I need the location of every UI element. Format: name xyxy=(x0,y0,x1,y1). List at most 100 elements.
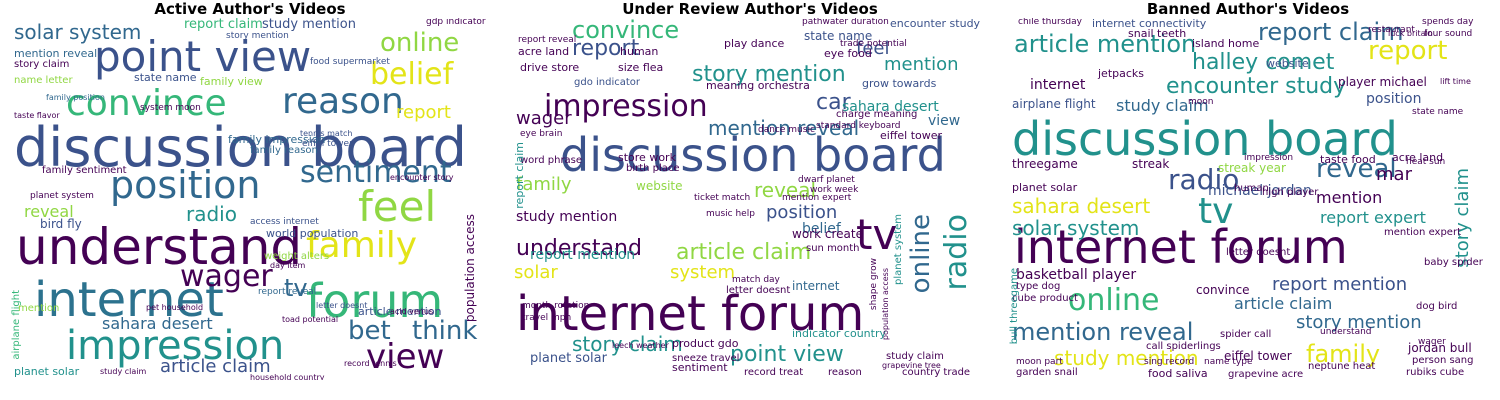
cloud-word: system moon xyxy=(140,103,201,113)
cloud-word: wager xyxy=(180,259,273,294)
cloud-word: population access xyxy=(463,214,477,323)
cloud-word: baby spider xyxy=(1424,257,1483,268)
cloud-word: product gdo xyxy=(672,337,739,350)
cloud-word: leech weather xyxy=(612,341,669,350)
cloud-word: call spiderlings xyxy=(1146,341,1221,352)
cloud-word: radio xyxy=(186,202,237,226)
cloud-word: position xyxy=(1366,91,1422,107)
cloud-word: spider call xyxy=(1220,329,1272,340)
panel-title: Active Author's Videos xyxy=(154,0,346,18)
cloud-word: position xyxy=(766,202,838,223)
cloud-word: report claim xyxy=(184,18,263,32)
cloud-word: study claim xyxy=(1116,96,1209,115)
cloud-word: mar xyxy=(1376,164,1412,185)
cloud-word: report reveal xyxy=(258,287,317,297)
cloud-word: restaurant xyxy=(1368,25,1415,35)
cloud-word: charge meaning xyxy=(836,109,918,120)
cloud-word: high player xyxy=(1262,187,1319,198)
cloud-word: online xyxy=(906,214,936,294)
wordcloud-panel-active: Active Author's Videos discussion board … xyxy=(10,0,490,400)
cloud-word: music help xyxy=(706,209,755,219)
cloud-word: airplane flight xyxy=(11,290,22,360)
cloud-word: view xyxy=(928,113,961,129)
cloud-word: mention xyxy=(1316,188,1383,207)
cloud-word: report mention xyxy=(530,247,636,263)
cloud-word: view xyxy=(366,337,445,377)
cloud-word: dance music xyxy=(758,125,815,135)
cloud-word: sahara desert xyxy=(102,314,213,333)
cloud-word: tv xyxy=(1198,191,1234,232)
cloud-word: person sang xyxy=(1412,355,1474,366)
cloud-word: article claim xyxy=(1234,294,1333,313)
cloud-word: planet system xyxy=(30,191,94,201)
cloud-word: report claim xyxy=(1258,18,1404,46)
cloud-word: name type xyxy=(1204,357,1253,367)
cloud-word: tennis match xyxy=(300,129,353,138)
cloud-word: convince xyxy=(572,18,680,44)
cloud-word: planet solar xyxy=(1012,181,1078,194)
cloud-word: mention reveal xyxy=(1012,318,1194,346)
cloud-word: sun month xyxy=(806,243,860,254)
cloud-word: sentiment xyxy=(672,361,728,374)
cloud-word: planet solar xyxy=(14,365,80,378)
cloud-word: bull threegame xyxy=(1009,268,1020,345)
cloud-word: jordan bull xyxy=(1408,341,1472,355)
cloud-word: four sound xyxy=(1424,29,1473,39)
cloud-word: household country xyxy=(250,373,325,381)
cloud-word: threegame xyxy=(1012,157,1078,171)
cloud-word: family sentiment xyxy=(42,165,127,176)
cloud-word: report xyxy=(1368,36,1448,66)
cloud-word: neptune heat xyxy=(1308,361,1376,372)
cloud-word: study mention xyxy=(262,18,356,32)
cloud-word: dog bird xyxy=(1416,301,1458,312)
cloud-word: heat sun xyxy=(1406,157,1446,167)
cloud-word: solar system xyxy=(1012,216,1140,240)
cloud-word: mention xyxy=(18,303,60,314)
cloud-word: mention expert xyxy=(782,193,852,203)
cloud-word: internet xyxy=(1030,77,1086,93)
cloud-word: story mention xyxy=(1296,312,1422,333)
cloud-word: story mention xyxy=(692,62,846,87)
cloud-word: wager xyxy=(516,108,572,129)
cloud-word: reveal xyxy=(24,202,74,221)
cloud-word: pet household xyxy=(146,303,204,312)
wordcloud-panel-under-review: Under Review Author's Videos discussion … xyxy=(510,0,990,400)
cloud-word: planet system xyxy=(893,214,904,285)
cloud-word: grapevine tree xyxy=(882,361,941,370)
cloud-word: story claim xyxy=(1452,168,1473,268)
cloud-word: internet forum xyxy=(1014,220,1348,274)
cloud-word: internet xyxy=(792,279,840,293)
cloud-word: trade potential xyxy=(840,39,907,49)
cloud-word: impression xyxy=(544,89,708,124)
cloud-word: reason xyxy=(828,367,862,378)
cloud-word: sneeze travel xyxy=(672,353,740,364)
cloud-word: article mention xyxy=(358,305,442,318)
cloud-word: system xyxy=(670,262,736,283)
cloud-word: player michael xyxy=(1338,75,1427,89)
cloud-word: acre land xyxy=(518,45,570,58)
cloud-word: car xyxy=(816,90,851,115)
cloud-word: spends day xyxy=(1422,18,1474,27)
cloud-word: report claim xyxy=(513,142,526,209)
cloud-word: sentiment xyxy=(300,155,452,190)
cloud-word: name letter xyxy=(14,75,73,86)
cloud-word: weight alters xyxy=(264,251,330,262)
cloud-word: planet solar xyxy=(530,351,607,366)
cloud-word: population access xyxy=(881,268,890,341)
cloud-word: sahara desert xyxy=(842,99,939,115)
cloud-word: streak xyxy=(1132,157,1170,171)
cloud-word: match day xyxy=(732,275,780,285)
cloud-word: family xyxy=(306,225,418,266)
cloud-word: study mention xyxy=(516,209,618,225)
cloud-word: solar system xyxy=(14,20,142,44)
cloud-word: ticket match xyxy=(694,193,751,203)
cloud-word: solar xyxy=(514,262,558,283)
cloud-word: radio xyxy=(939,214,974,291)
cloud-word: article claim xyxy=(160,356,271,377)
cloud-word: standard keyboard xyxy=(816,121,901,131)
cloud-word: bird fly xyxy=(40,217,82,231)
cloud-word: moon xyxy=(1188,97,1214,107)
cloud-word: article mention xyxy=(1014,30,1197,58)
wordcloud-panel-banned: Banned Author's Videos discussion board … xyxy=(1008,0,1488,400)
cloud-word: family reason xyxy=(250,145,318,156)
